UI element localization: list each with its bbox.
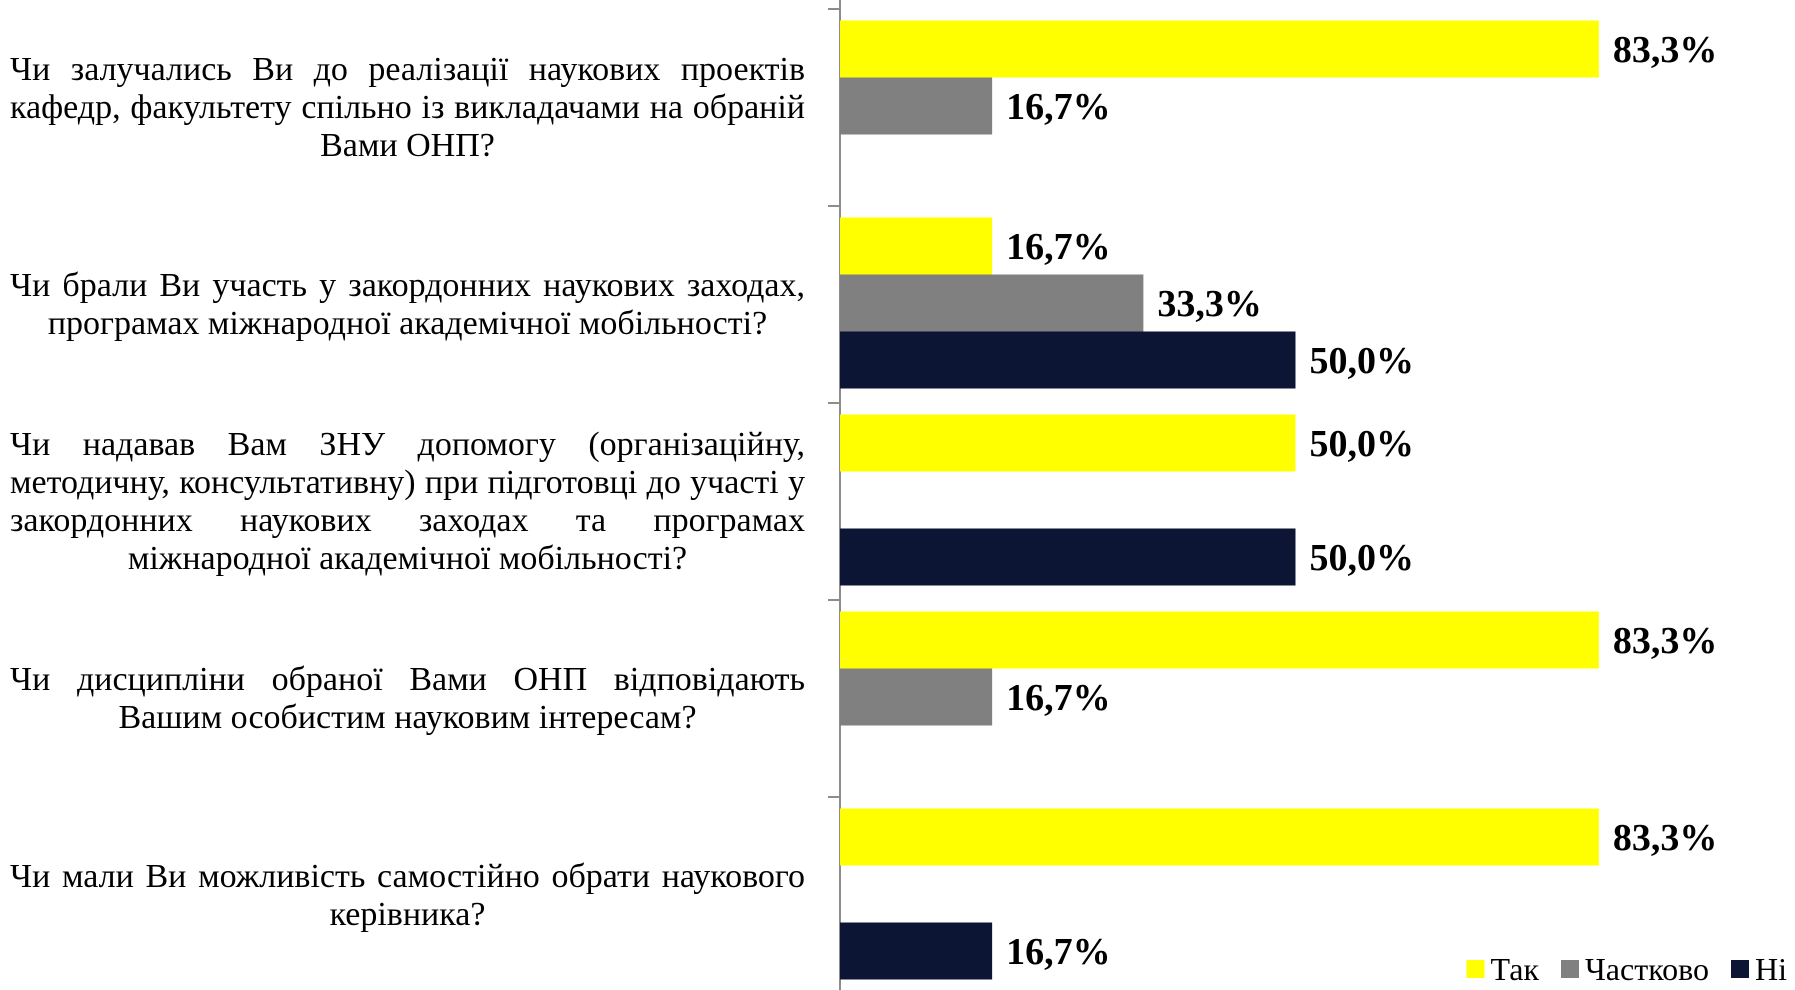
- data-label: 83,3%: [1613, 620, 1718, 662]
- bar: [840, 528, 1296, 586]
- category-label: Чи залучались Ви до реалізації наукових …: [10, 50, 805, 164]
- legend-label: Так: [1491, 951, 1540, 987]
- data-label: 16,7%: [1006, 677, 1110, 719]
- data-label: 33,3%: [1157, 283, 1262, 325]
- legend-swatch: [1731, 960, 1749, 978]
- legend-swatch: [1561, 960, 1579, 978]
- category-label-box: Чи дисципліни обраної Вами ОНП відповіда…: [10, 600, 805, 797]
- bar: [840, 808, 1599, 866]
- category-label-wrap: Чи дисципліни обраної Вами ОНП відповіда…: [10, 600, 805, 797]
- category-label-wrap: Чи залучались Ви до реалізації наукових …: [10, 9, 805, 206]
- category-label-box: Чи залучались Ви до реалізації наукових …: [10, 9, 805, 206]
- data-label: 50,0%: [1310, 537, 1415, 579]
- category-label-box: Чи мали Ви можливість самостійно обрати …: [10, 797, 805, 990]
- bar: [840, 217, 993, 275]
- bar: [840, 20, 1599, 78]
- bar: [840, 611, 1599, 669]
- legend-label: Ні: [1755, 951, 1787, 987]
- category-label-wrap: Чи брали Ви участь у закордонних наукови…: [10, 206, 805, 403]
- bar: [840, 77, 993, 135]
- category-label-wrap: Чи надавав Вам ЗНУ допомогу (організацій…: [10, 403, 805, 600]
- category-label: Чи надавав Вам ЗНУ допомогу (організацій…: [10, 425, 805, 577]
- category-label-wrap: Чи мали Ви можливість самостійно обрати …: [10, 797, 805, 990]
- data-label: 16,7%: [1006, 226, 1110, 268]
- category-label: Чи дисципліни обраної Вами ОНП відповіда…: [10, 660, 805, 736]
- category-label: Чи мали Ви можливість самостійно обрати …: [10, 857, 805, 933]
- bar: [840, 414, 1296, 472]
- data-label: 16,7%: [1006, 931, 1110, 973]
- data-label: 50,0%: [1310, 423, 1415, 465]
- legend-swatch: [1466, 960, 1485, 978]
- data-label: 50,0%: [1310, 340, 1415, 382]
- bar: [840, 331, 1296, 389]
- data-label: 83,3%: [1613, 817, 1718, 859]
- category-label-box: Чи надавав Вам ЗНУ допомогу (організацій…: [10, 403, 805, 600]
- legend: Ні Частково Так: [1466, 951, 1787, 987]
- category-label: Чи брали Ви участь у закордонних наукови…: [10, 266, 805, 342]
- bar: [840, 922, 993, 980]
- data-label: 16,7%: [1006, 86, 1110, 128]
- bar: [840, 668, 993, 726]
- category-label-box: Чи брали Ви участь у закордонних наукови…: [10, 206, 805, 403]
- data-label: 83,3%: [1613, 29, 1718, 71]
- legend-label: Частково: [1585, 951, 1709, 987]
- bar: [840, 274, 1144, 332]
